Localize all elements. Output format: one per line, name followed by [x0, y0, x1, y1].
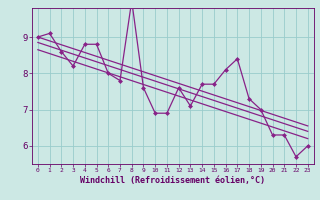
X-axis label: Windchill (Refroidissement éolien,°C): Windchill (Refroidissement éolien,°C): [80, 176, 265, 185]
